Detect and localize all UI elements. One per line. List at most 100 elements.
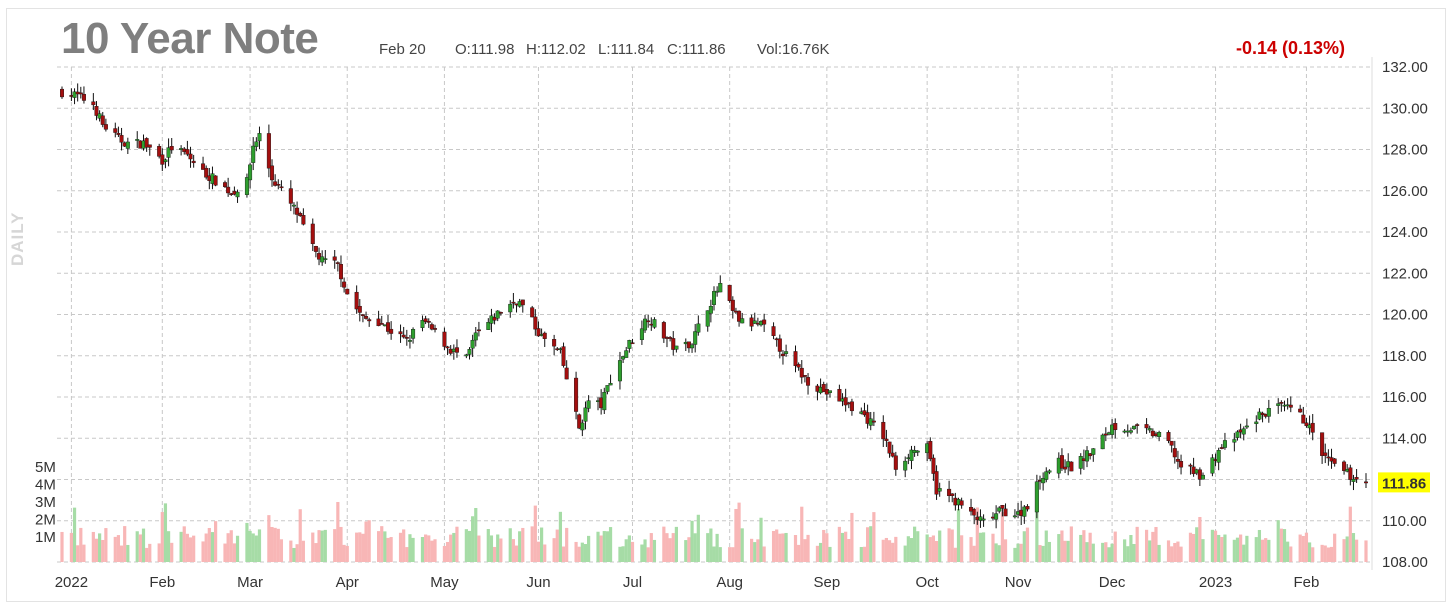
candle-body [1276, 403, 1281, 406]
candle-body [639, 328, 644, 340]
volume-bar [627, 535, 631, 562]
volume-bar [555, 529, 559, 562]
candle-body [94, 106, 99, 116]
candle-body [1025, 506, 1030, 510]
candle-body [454, 347, 459, 353]
candle-body [100, 115, 105, 125]
candle-body [909, 449, 914, 461]
candle-body [605, 385, 610, 392]
volume-bar [1060, 530, 1064, 562]
candle-body [661, 322, 666, 339]
volume-bar [104, 528, 108, 562]
volume-bar [386, 537, 390, 562]
volume-bar [1307, 542, 1312, 562]
volume-bar [311, 532, 315, 562]
candle-body [91, 101, 96, 106]
volume-bar [906, 536, 910, 562]
volume-bar [671, 533, 675, 562]
candle-body [730, 299, 735, 311]
candle-body [429, 324, 434, 330]
volume-bar [339, 526, 343, 562]
volume-bar [561, 546, 566, 562]
volume-bar [1279, 528, 1283, 562]
volume-bar [668, 538, 672, 562]
candle-body [1363, 481, 1368, 484]
volume-bar [624, 539, 628, 562]
y-tick-label: 110.00 [1382, 513, 1427, 530]
candle-body [1244, 425, 1249, 428]
volume-bar [1329, 546, 1334, 562]
candle-body [1044, 471, 1049, 480]
volume-bar [891, 542, 895, 562]
volume-bar [840, 532, 845, 562]
volume-bar [166, 531, 171, 562]
volume-bar [1198, 516, 1202, 562]
volume-bar [1107, 547, 1111, 562]
candle-body [398, 331, 403, 335]
candle-body [887, 441, 892, 454]
candle-body [342, 281, 347, 288]
candle-body [476, 329, 481, 332]
volume-bar [797, 544, 801, 562]
chart-title: 10 Year Note [61, 14, 319, 63]
candle-body [1059, 455, 1064, 469]
candle-body [718, 283, 723, 293]
volume-bar [1217, 534, 1221, 562]
volume-bar [1157, 544, 1161, 562]
volume-bar [872, 512, 876, 562]
volume-bar [1022, 531, 1026, 562]
volume-bar [975, 507, 979, 562]
candle-body [937, 488, 942, 492]
candle-body [693, 331, 698, 345]
candle-body [981, 518, 986, 521]
volume-bar [323, 529, 327, 562]
volume-bar [1154, 526, 1158, 562]
volume-bar [254, 535, 258, 562]
volume-bar [1260, 539, 1265, 562]
volume-bar [1047, 541, 1052, 562]
volume-tick-label: 2M [35, 512, 56, 529]
volume-bar [116, 535, 121, 562]
candle-body [442, 331, 447, 347]
volume-bar [355, 532, 359, 562]
volume-bar [859, 547, 863, 562]
x-tick-label: Jul [623, 574, 642, 591]
candle-body [1254, 421, 1259, 424]
volume-tick-label: 4M [35, 477, 56, 494]
candle-body [934, 471, 939, 495]
volume-bar [994, 543, 998, 562]
candle-body [950, 493, 955, 496]
candle-body [157, 146, 162, 157]
volume-bar [997, 545, 1001, 562]
volume-bar [837, 526, 841, 562]
volume-bar [928, 537, 932, 562]
candle-body [1323, 452, 1328, 456]
volume-bar [1123, 539, 1127, 562]
candle-body [495, 310, 500, 319]
volume-bar [295, 544, 299, 562]
candle-body [564, 367, 569, 380]
candle-body [627, 340, 632, 349]
volume-bar [530, 526, 534, 562]
candle-body [376, 318, 381, 327]
candle-body [1301, 414, 1306, 424]
volume-bar [82, 544, 86, 562]
candle-body [752, 320, 757, 324]
candle-body [530, 307, 535, 318]
volume-bar [828, 546, 832, 562]
volume-value: Vol:16.76K [757, 41, 830, 58]
candle-body [1298, 408, 1303, 413]
candle-body [367, 319, 372, 322]
volume-bar [599, 535, 603, 562]
volume-bar [76, 545, 80, 562]
volume-bar [518, 531, 522, 562]
volume-bar [408, 534, 412, 562]
volume-bar [402, 529, 406, 562]
volume-bar [1173, 542, 1177, 562]
candle-body [674, 345, 679, 350]
volume-bar [474, 508, 478, 562]
candle-body [360, 314, 365, 316]
volume-bar [201, 541, 205, 562]
candle-body [279, 186, 284, 189]
